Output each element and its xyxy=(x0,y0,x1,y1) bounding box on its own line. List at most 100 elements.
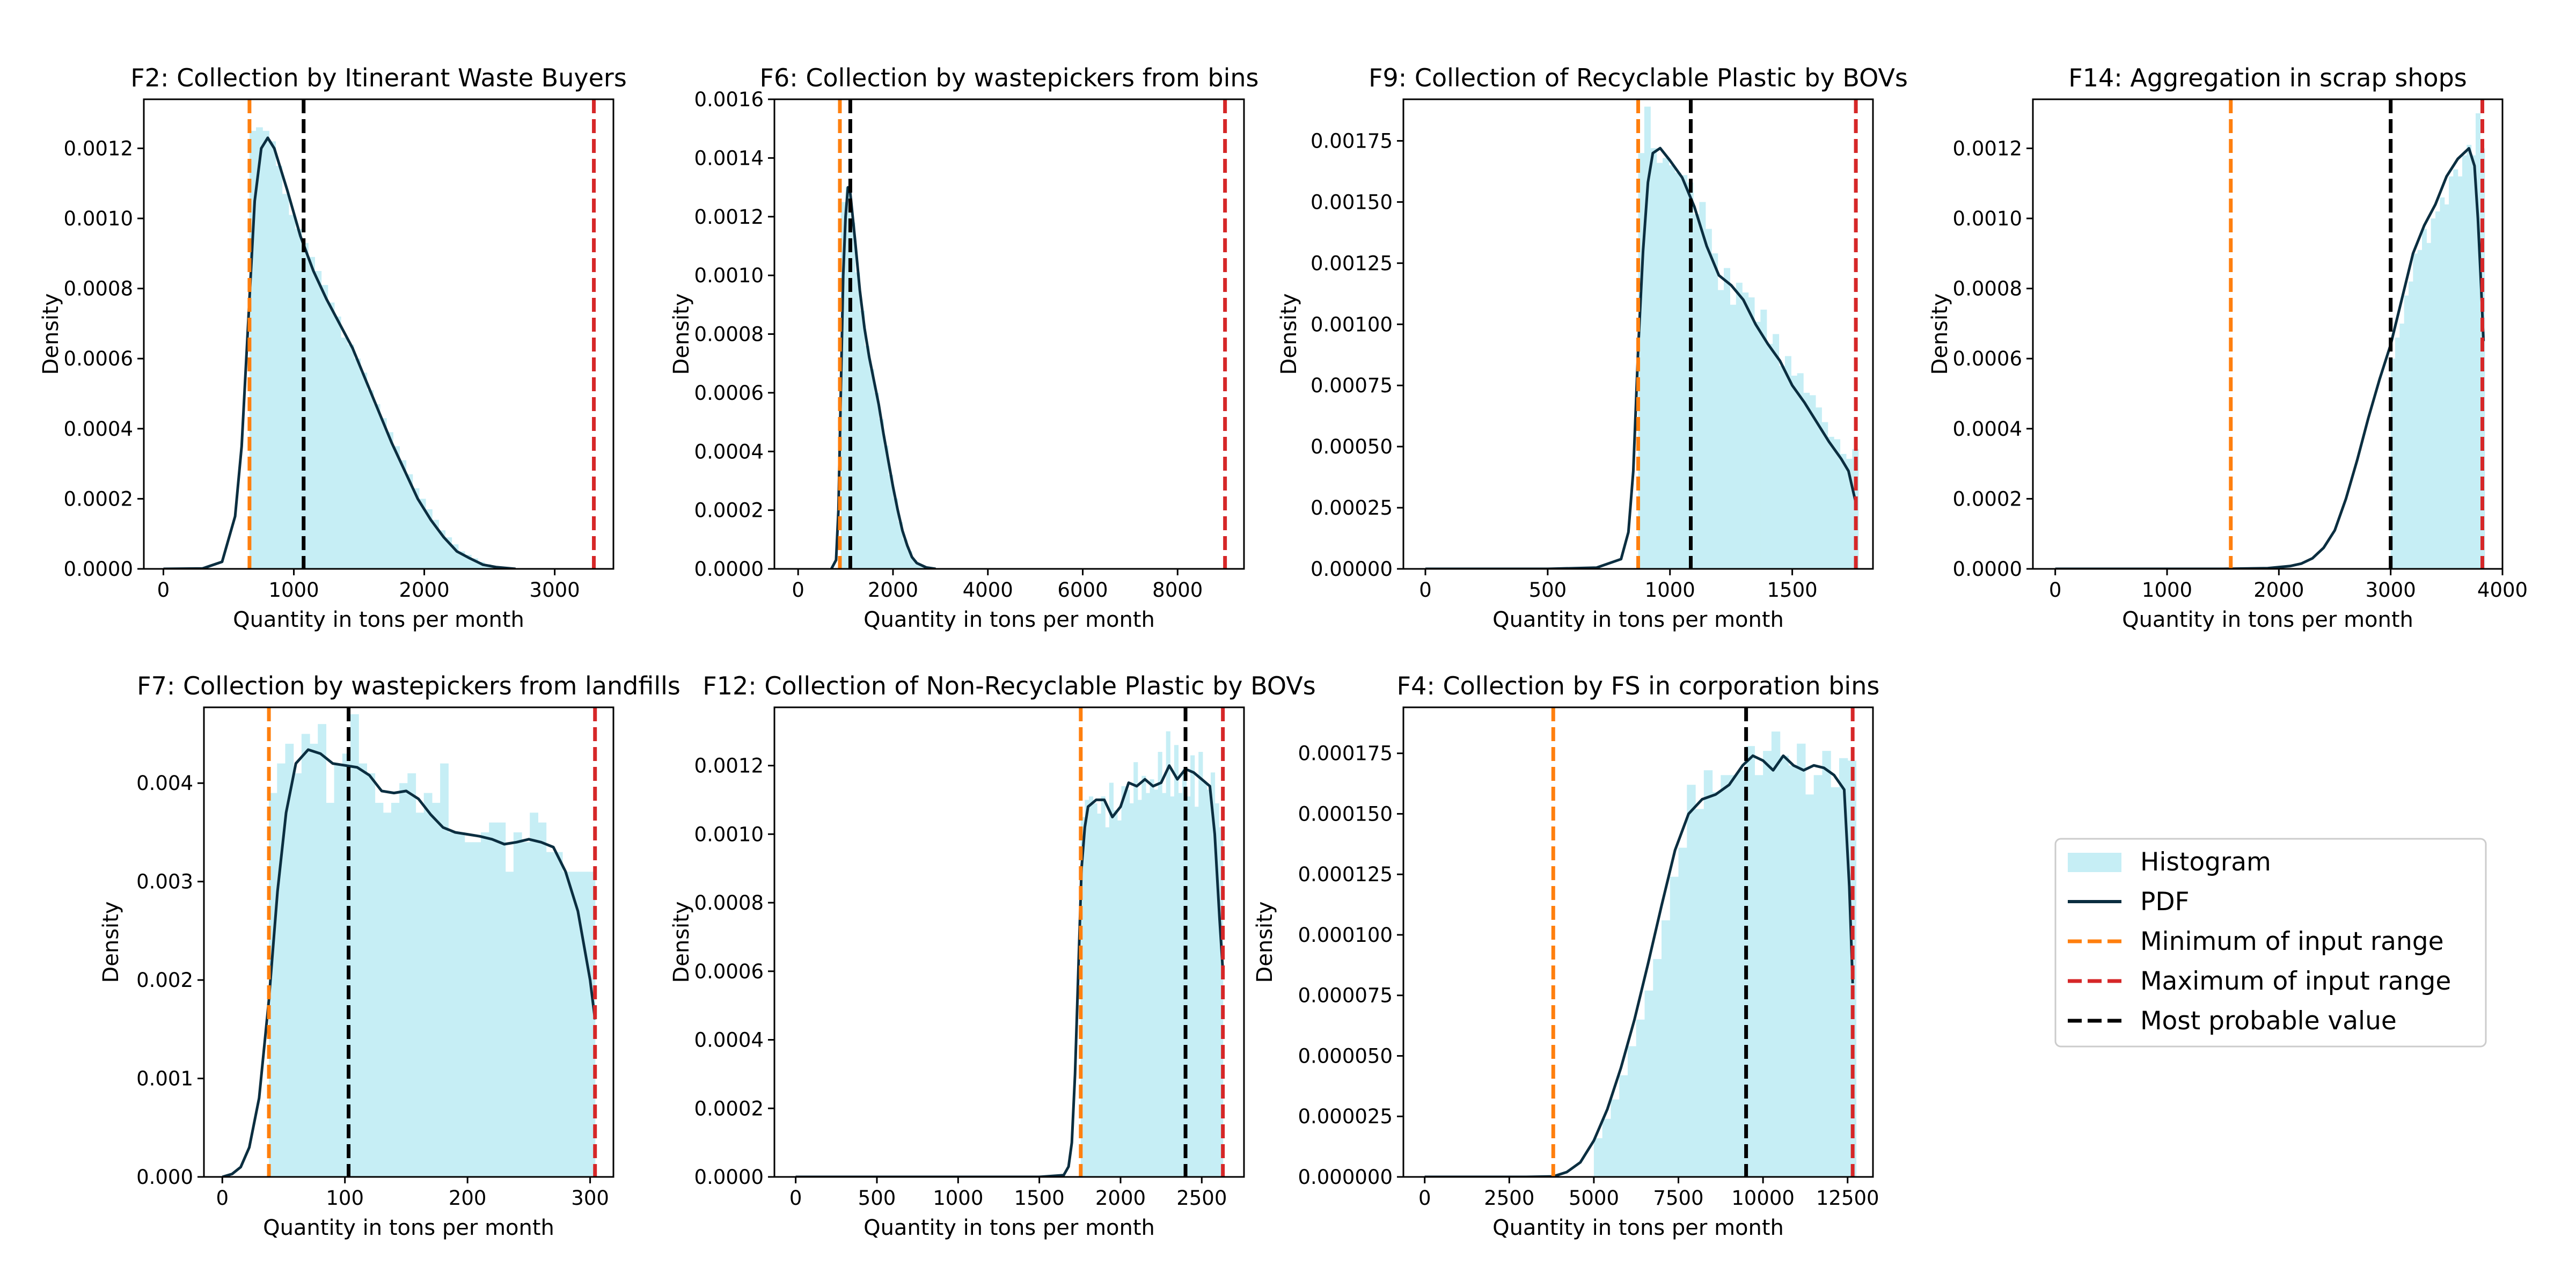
histogram-bar xyxy=(2457,176,2463,569)
histogram-bar xyxy=(2417,250,2423,569)
histogram-bar xyxy=(293,773,302,1177)
histogram-bar xyxy=(334,316,341,569)
plot-area xyxy=(1424,707,1857,1177)
x-axis-label: Quantity in tons per month xyxy=(233,608,524,632)
y-tick-label: 0.0004 xyxy=(1953,418,2022,441)
histogram-bar xyxy=(432,519,439,569)
histogram-bar xyxy=(375,802,384,1177)
histogram-bar xyxy=(399,460,407,569)
histogram-bar xyxy=(1593,1138,1603,1177)
x-tick-label: 2000 xyxy=(1095,1187,1146,1210)
x-tick-label: 0 xyxy=(792,579,804,602)
x-axis-label: Quantity in tons per month xyxy=(1492,1216,1784,1240)
histogram-bar xyxy=(412,488,420,569)
histogram-bar xyxy=(554,852,563,1177)
y-tick-label: 0.00125 xyxy=(1311,252,1393,275)
histogram-bar xyxy=(1668,165,1675,569)
histogram-bar xyxy=(269,141,276,569)
histogram-bar xyxy=(1088,796,1094,1177)
histogram-bar xyxy=(2435,211,2440,569)
subplot-6: 0 500 1000 1500 2000 2500 0.0000 0.0002 0.0004 0.… xyxy=(669,671,1316,1240)
histogram-bar xyxy=(321,285,328,569)
histogram-bar xyxy=(1219,827,1224,1177)
x-tick-label: 5000 xyxy=(1569,1187,1619,1210)
histogram-bar xyxy=(481,832,489,1177)
axes-frame xyxy=(1402,706,1874,1178)
histogram-bar xyxy=(840,202,846,569)
x-tick-label: 1000 xyxy=(933,1187,983,1210)
histogram-bar xyxy=(1840,453,1847,569)
histogram-bar xyxy=(1650,148,1657,569)
histogram-bar xyxy=(1644,106,1651,569)
histogram-bar xyxy=(1101,796,1106,1177)
histogram-bar xyxy=(1210,772,1216,1177)
histogram-bar xyxy=(1729,775,1738,1177)
histogram-bar xyxy=(570,872,579,1177)
histogram-bar xyxy=(1194,807,1199,1177)
histogram-bar xyxy=(1644,990,1653,1177)
histogram-bar xyxy=(2471,155,2476,569)
histogram-bar xyxy=(1784,356,1791,569)
y-tick-label: 0.0004 xyxy=(694,440,764,463)
x-tick-label: 100 xyxy=(326,1187,364,1210)
histogram-bar xyxy=(1695,809,1704,1177)
histogram-bar xyxy=(897,522,903,569)
histogram-bar xyxy=(431,802,441,1177)
histogram-bar xyxy=(2390,358,2396,569)
histogram-bar xyxy=(1773,334,1780,569)
histogram-bar xyxy=(295,229,302,569)
subplot-5: 0 100 200 300 0.000 0.001 0.002 0.003 0.004 Quant… xyxy=(99,671,680,1240)
y-axis-label: Density xyxy=(1928,293,1952,375)
histogram-bar xyxy=(1113,810,1118,1177)
histogram-bar xyxy=(399,783,408,1177)
histogram-bar xyxy=(464,842,473,1177)
axes-frame xyxy=(143,98,614,570)
x-tick-label: 0 xyxy=(216,1187,229,1210)
histogram-bar xyxy=(1834,439,1841,569)
pdf-curve xyxy=(830,186,936,569)
subplot-1: 0 1000 2000 3000 0.0000 0.0002 0.0004 0.0006 0.0… xyxy=(39,63,627,632)
pdf-curve xyxy=(2055,147,2485,569)
histogram-bar xyxy=(864,346,870,569)
x-tick-label: 2000 xyxy=(399,579,449,602)
y-axis-label: Density xyxy=(1277,293,1301,375)
histogram-bar xyxy=(1721,775,1730,1177)
histogram-bar xyxy=(350,714,359,1177)
histogram-bar xyxy=(1133,762,1138,1177)
y-tick-label: 0.0000 xyxy=(64,558,133,581)
y-tick-label: 0.00075 xyxy=(1311,374,1393,397)
histogram-bar xyxy=(1754,775,1763,1177)
y-axis-label: Density xyxy=(1253,901,1277,983)
histogram-bar xyxy=(1712,792,1721,1177)
y-tick-label: 0.000050 xyxy=(1298,1044,1393,1067)
y-tick-label: 0.0000 xyxy=(1953,558,2022,581)
histogram-bar xyxy=(1813,775,1823,1177)
histogram-bar xyxy=(907,551,912,569)
y-tick-label: 0.0012 xyxy=(1953,137,2022,160)
histogram-bar xyxy=(1827,436,1834,569)
histogram-bar xyxy=(1080,817,1085,1177)
histogram-bar xyxy=(1602,1118,1612,1177)
histogram-bar xyxy=(367,390,374,569)
histogram-bar xyxy=(850,222,855,569)
histogram-bar xyxy=(1145,793,1151,1177)
subplot-title: F9: Collection of Recyclable Plastic by … xyxy=(1368,63,1908,92)
y-tick-label: 0.004 xyxy=(136,772,193,795)
x-tick-label: 8000 xyxy=(1152,579,1203,602)
histogram-bar xyxy=(308,257,316,569)
histogram-bar xyxy=(1821,422,1828,569)
y-tick-label: 0.0012 xyxy=(694,206,764,229)
x-tick-label: 1000 xyxy=(2142,579,2192,602)
histogram-bar xyxy=(1202,782,1207,1177)
histogram-bar xyxy=(1748,297,1755,569)
histogram-bar xyxy=(1097,813,1102,1177)
histogram-bar xyxy=(2444,204,2449,569)
legend-label-most-probable: Most probable value xyxy=(2140,1006,2397,1036)
histogram-bar xyxy=(438,530,446,569)
histogram-bar xyxy=(448,832,457,1177)
subplot-title: F7: Collection by wastepickers from land… xyxy=(137,671,680,700)
histogram-bar xyxy=(269,793,277,1177)
histogram-bar xyxy=(917,564,922,569)
histogram-bar xyxy=(883,445,889,569)
histogram-bar xyxy=(497,822,506,1177)
